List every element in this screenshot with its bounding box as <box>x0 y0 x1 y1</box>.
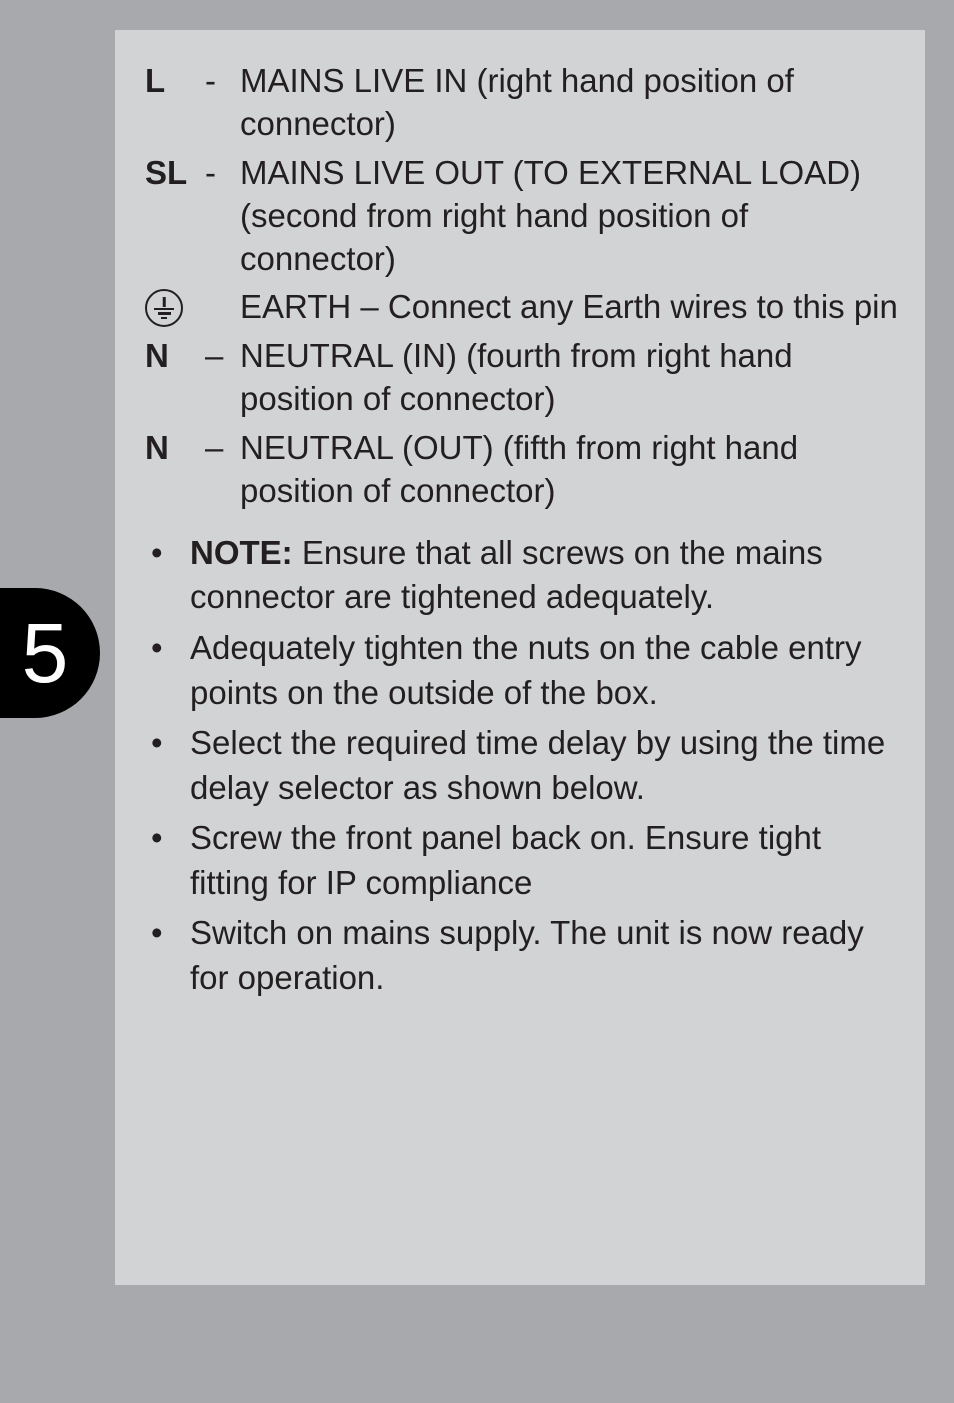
definition-separator: - <box>205 152 240 195</box>
definition-row: SL - MAINS LIVE OUT (TO EXTERNAL LOAD) (… <box>145 152 900 281</box>
list-item: • Switch on mains supply. The unit is no… <box>145 911 900 1000</box>
definition-label: N <box>145 427 205 470</box>
definition-text: NEUTRAL (OUT) (fifth from right hand pos… <box>240 427 900 513</box>
bullet-text: Switch on mains supply. The unit is now … <box>190 911 900 1000</box>
bullet-text: Adequately tighten the nuts on the cable… <box>190 626 900 715</box>
bullet-dot: • <box>145 816 190 861</box>
list-item: • Adequately tighten the nuts on the cab… <box>145 626 900 715</box>
page-number: 5 <box>22 611 69 695</box>
definition-row: EARTH – Connect any Earth wires to this … <box>145 286 900 329</box>
definition-label: N <box>145 335 205 378</box>
list-item: • Screw the front panel back on. Ensure … <box>145 816 900 905</box>
page-number-tab: 5 <box>0 588 100 718</box>
definition-label: L <box>145 60 205 103</box>
definition-row: N – NEUTRAL (IN) (fourth from right hand… <box>145 335 900 421</box>
bullet-text: NOTE: Ensure that all screws on the main… <box>190 531 900 620</box>
bullet-list: • NOTE: Ensure that all screws on the ma… <box>145 531 900 1000</box>
list-item: • NOTE: Ensure that all screws on the ma… <box>145 531 900 620</box>
content-panel: L - MAINS LIVE IN (right hand position o… <box>115 30 925 1285</box>
definition-text: MAINS LIVE IN (right hand position of co… <box>240 60 900 146</box>
definition-row: L - MAINS LIVE IN (right hand position o… <box>145 60 900 146</box>
bullet-dot: • <box>145 721 190 766</box>
definition-separator: – <box>205 335 240 378</box>
definition-label <box>145 286 205 327</box>
definition-list: L - MAINS LIVE IN (right hand position o… <box>145 60 900 513</box>
definition-row: N – NEUTRAL (OUT) (fifth from right hand… <box>145 427 900 513</box>
bullet-prefix: NOTE: <box>190 534 293 571</box>
list-item: • Select the required time delay by usin… <box>145 721 900 810</box>
definition-separator: – <box>205 427 240 470</box>
definition-text: MAINS LIVE OUT (TO EXTERNAL LOAD) (secon… <box>240 152 900 281</box>
bullet-text: Screw the front panel back on. Ensure ti… <box>190 816 900 905</box>
bullet-dot: • <box>145 911 190 956</box>
earth-icon <box>145 289 183 327</box>
definition-separator: - <box>205 60 240 103</box>
bullet-text: Select the required time delay by using … <box>190 721 900 810</box>
bullet-dot: • <box>145 626 190 671</box>
definition-label: SL <box>145 152 205 195</box>
definition-text: NEUTRAL (IN) (fourth from right hand pos… <box>240 335 900 421</box>
definition-text: EARTH – Connect any Earth wires to this … <box>240 286 900 329</box>
bullet-dot: • <box>145 531 190 576</box>
